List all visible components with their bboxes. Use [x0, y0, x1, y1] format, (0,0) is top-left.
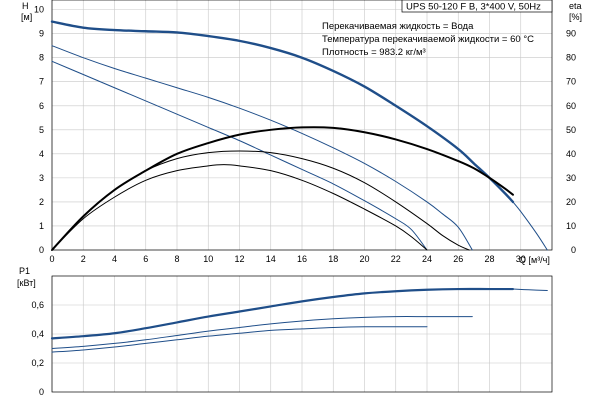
- x-tick-label: 30: [516, 254, 526, 264]
- x-tick-label: 22: [391, 254, 401, 264]
- power-curve-3: [51, 326, 428, 353]
- head-curve-2: [51, 45, 473, 251]
- y-right-label: eta: [569, 1, 582, 11]
- y-left-tick-label: 5: [39, 125, 44, 135]
- x-tick-label: 6: [143, 254, 148, 264]
- power-unit: [кВт]: [17, 278, 36, 288]
- y-right-tick-label: 50: [566, 125, 576, 135]
- x-tick-label: 28: [484, 254, 494, 264]
- y-right-tick-label: 80: [566, 53, 576, 63]
- eta-curve-6: [51, 164, 428, 251]
- y-left-tick-label: 4: [39, 149, 44, 159]
- head-panel-frame: [51, 0, 553, 251]
- y-left-tick-label: 8: [39, 53, 44, 63]
- x-axis-label: Q [м³/ч]: [519, 255, 550, 265]
- info-line-temperature: Температура перекачиваемой жидкости = 60…: [322, 34, 534, 45]
- info-line-liquid: Перекачиваемая жидкость = Вода: [322, 21, 474, 32]
- y-left-tick-label: 9: [39, 29, 44, 39]
- x-tick-label: 14: [266, 254, 276, 264]
- y-right-tick-label: 30: [566, 173, 576, 183]
- y-right-tick-label: 20: [566, 197, 576, 207]
- x-tick-label: 16: [297, 254, 307, 264]
- y-right-tick-label: 70: [566, 77, 576, 87]
- x-tick-label: 18: [328, 254, 338, 264]
- x-tick-label: 24: [422, 254, 432, 264]
- power-panel-grid: [51, 276, 552, 392]
- power-panel-ticks: 0 0,2 0,4 0,6: [31, 300, 44, 397]
- y-right-tick-label: 40: [566, 149, 576, 159]
- y-right-unit: [%]: [569, 12, 582, 22]
- x-tick-label: 8: [174, 254, 179, 264]
- power-label: P1: [19, 266, 30, 276]
- y-left-tick-label: 0: [39, 245, 44, 255]
- eta-curve-4: [51, 126, 514, 251]
- y-left-label: H: [22, 1, 29, 11]
- x-tick-label: 10: [203, 254, 213, 264]
- info-line-density: Плотность = 983.2 кг/м³: [322, 47, 426, 58]
- y-right-tick-label: 10: [566, 221, 576, 231]
- head-curve-0: [50, 20, 515, 204]
- power-curve-2: [51, 316, 473, 349]
- power-panel-curves: [50, 287, 548, 353]
- x-tick-label: 20: [359, 254, 369, 264]
- power-tick-label: 0,6: [31, 300, 44, 310]
- y-left-tick-label: 1: [39, 221, 44, 231]
- y-right-tick-label: 90: [566, 29, 576, 39]
- x-tick-label: 0: [49, 254, 54, 264]
- eta-curve-5: [51, 150, 470, 251]
- power-thin-curve-1: [512, 288, 548, 291]
- y-left-tick-label: 6: [39, 101, 44, 111]
- power-tick-label: 0: [39, 387, 44, 397]
- title-box: [401, 0, 553, 13]
- head-curve-3: [51, 60, 428, 251]
- power-panel-frame: [51, 275, 553, 393]
- x-tick-label: 12: [234, 254, 244, 264]
- head-panel-ticks: 0 2 4 6 8 10 12 14 16 18 20 22 24 26 28 300123456789100…: [34, 5, 576, 264]
- power-tick-label: 0,2: [31, 358, 44, 368]
- y-left-tick-label: 10: [34, 5, 44, 15]
- y-left-tick-label: 2: [39, 197, 44, 207]
- x-tick-label: 2: [81, 254, 86, 264]
- power-tick-label: 0,4: [31, 329, 44, 339]
- y-right-tick-label: 0: [571, 245, 576, 255]
- head-panel-curves: [50, 20, 548, 251]
- y-left-unit: [м]: [21, 12, 32, 22]
- x-tick-label: 26: [453, 254, 463, 264]
- y-left-tick-label: 3: [39, 173, 44, 183]
- x-tick-label: 4: [112, 254, 117, 264]
- y-right-tick-label: 60: [566, 101, 576, 111]
- y-left-tick-label: 7: [39, 77, 44, 87]
- head-thin-curve-1: [512, 201, 548, 251]
- chart-title: UPS 50-120 F B, 3*400 V, 50Hz: [406, 2, 541, 13]
- power-curve-0: [50, 287, 515, 340]
